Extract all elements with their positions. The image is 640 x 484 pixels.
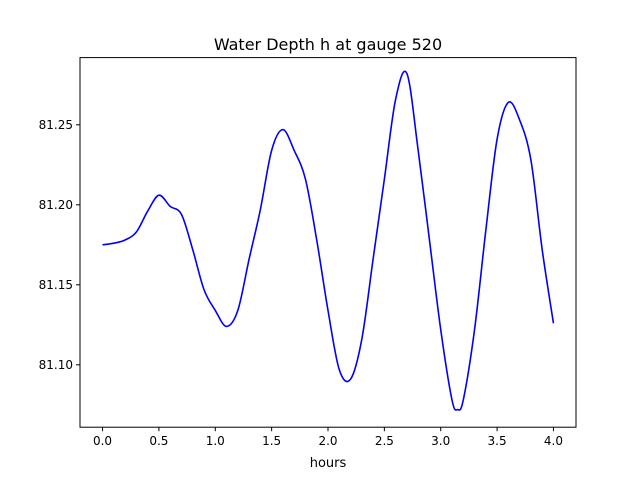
x-axis-label: hours	[310, 456, 347, 471]
x-tick-label: 1.0	[206, 434, 225, 448]
x-tick-label: 3.5	[488, 434, 507, 448]
y-tick-label: 81.20	[39, 198, 73, 212]
chart-title: Water Depth h at gauge 520	[214, 35, 442, 54]
x-tick-label: 0.5	[149, 434, 168, 448]
x-tick-label: 2.5	[375, 434, 394, 448]
y-tick-label: 81.25	[39, 118, 73, 132]
x-tick-label: 0.0	[93, 434, 112, 448]
y-tick-label: 81.15	[39, 278, 73, 292]
x-tick-label: 4.0	[544, 434, 563, 448]
x-tick-label: 3.0	[431, 434, 450, 448]
x-tick-label: 2.0	[318, 434, 337, 448]
y-tick-label: 81.10	[39, 358, 73, 372]
series-line-h	[102, 70, 555, 411]
x-tick-label: 1.5	[262, 434, 281, 448]
